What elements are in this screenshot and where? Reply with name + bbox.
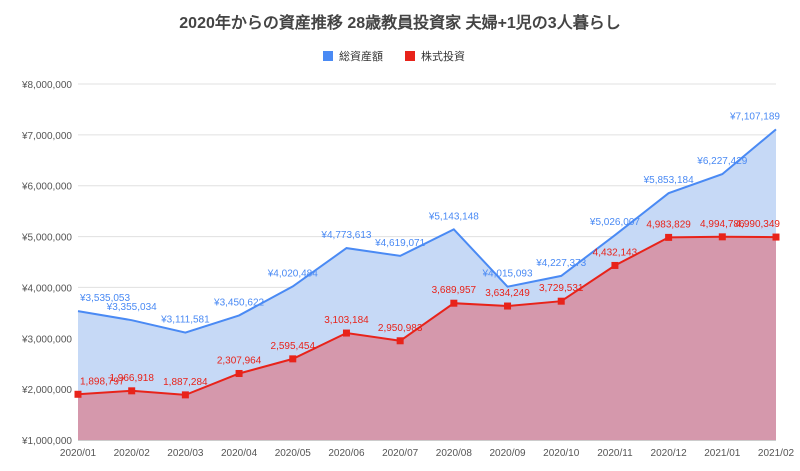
y-axis: ¥1,000,000 ¥2,000,000 ¥3,000,000 ¥4,000,000… [21, 80, 72, 447]
marker-stock [181, 391, 189, 399]
marker-stock [450, 299, 458, 307]
data-label-total: ¥5,143,148 [428, 211, 479, 222]
legend-swatch-total [323, 51, 333, 61]
data-label-total: ¥3,450,622 [213, 297, 264, 308]
marker-stock [718, 233, 726, 241]
marker-stock [611, 261, 619, 269]
chart-title: 2020年からの資産推移 28歳教員投資家 夫婦+1児の3人暮らし [179, 13, 620, 32]
data-label-stock: 3,634,249 [485, 288, 530, 299]
data-label-stock: 1,898,797 [80, 376, 125, 387]
x-tick-label: 2020/05 [275, 448, 312, 459]
x-tick-label: 2021/01 [704, 448, 741, 459]
plot-areas [78, 129, 776, 440]
data-label-stock: 3,729,531 [539, 283, 584, 294]
area-stock [78, 236, 776, 440]
marker-stock [289, 355, 297, 363]
y-tick-label: ¥7,000,000 [21, 131, 72, 142]
data-label-stock: 1,966,918 [109, 373, 154, 384]
data-label-stock: 2,595,454 [271, 341, 316, 352]
x-tick-label: 2020/02 [114, 448, 151, 459]
data-label-stock: 4,990,349 [736, 219, 781, 230]
data-label-total: ¥7,107,189 [729, 111, 780, 122]
data-label-stock: 2,307,964 [217, 355, 262, 366]
x-tick-label: 2020/08 [436, 448, 473, 459]
data-label-total: ¥5,026,007 [589, 217, 640, 228]
legend-label-stock[interactable]: 株式投資 [421, 49, 465, 63]
legend-swatch-stock [405, 51, 415, 61]
data-label-total: ¥3,355,034 [106, 302, 157, 313]
marker-stock [772, 233, 780, 241]
marker-stock [128, 387, 136, 395]
line-total [77, 128, 777, 334]
y-tick-label: ¥6,000,000 [21, 182, 72, 193]
legend-label-total[interactable]: 総資産額 [339, 49, 383, 63]
marker-stock [235, 369, 243, 377]
y-tick-label: ¥2,000,000 [21, 385, 72, 396]
x-tick-label: 2020/11 [597, 448, 633, 459]
marker-stock [74, 390, 82, 398]
data-label-stock: 4,983,829 [646, 219, 691, 230]
y-tick-label: ¥8,000,000 [21, 80, 72, 91]
data-label-stock: 4,994,786 [700, 219, 745, 230]
data-label-total: ¥4,020,484 [267, 268, 318, 279]
data-label-total: ¥3,111,581 [160, 315, 210, 326]
y-tick-label: ¥3,000,000 [21, 334, 72, 345]
legend: 総資産額 株式投資 [323, 49, 465, 63]
y-tick-label: ¥5,000,000 [21, 233, 72, 244]
data-labels: ¥3,535,053¥3,355,034¥3,111,581¥3,450,622… [79, 111, 780, 387]
x-axis: 2020/01 2020/02 2020/03 2020/04 2020/05 2020/… [60, 439, 795, 459]
plot-lines [77, 128, 777, 396]
data-label-total: ¥4,015,093 [482, 269, 533, 280]
data-label-total: ¥4,619,071 [374, 238, 425, 249]
x-tick-label: 2020/01 [60, 448, 97, 459]
x-tick-label: 2020/12 [651, 448, 688, 459]
data-label-stock: 4,432,143 [593, 247, 638, 258]
data-label-stock: 1,887,284 [163, 377, 208, 388]
data-label-total: ¥3,535,053 [79, 293, 130, 304]
data-label-stock: 2,950,983 [378, 323, 423, 334]
data-label-total: ¥4,227,373 [535, 258, 586, 269]
data-label-total: ¥6,227,429 [696, 156, 747, 167]
x-tick-label: 2020/09 [489, 448, 526, 459]
marker-stock [665, 233, 673, 241]
marker-stock [557, 297, 565, 305]
x-tick-label: 2020/06 [328, 448, 365, 459]
line-stock [77, 235, 777, 396]
marker-stock [504, 302, 512, 310]
data-label-total: ¥5,853,184 [643, 175, 694, 186]
data-label-stock: 3,103,184 [324, 315, 369, 326]
data-label-total: ¥4,773,613 [320, 230, 371, 241]
marker-stock [342, 329, 350, 337]
x-tick-label: 2020/04 [221, 448, 258, 459]
marker-stock [396, 337, 404, 345]
y-tick-label: ¥4,000,000 [21, 283, 72, 294]
x-tick-label: 2021/02 [758, 448, 795, 459]
x-tick-label: 2020/03 [167, 448, 204, 459]
data-markers [74, 233, 780, 399]
x-tick-label: 2020/10 [543, 448, 580, 459]
data-label-stock: 3,689,957 [432, 285, 477, 296]
y-tick-label: ¥1,000,000 [21, 436, 72, 447]
x-tick-label: 2020/07 [382, 448, 419, 459]
